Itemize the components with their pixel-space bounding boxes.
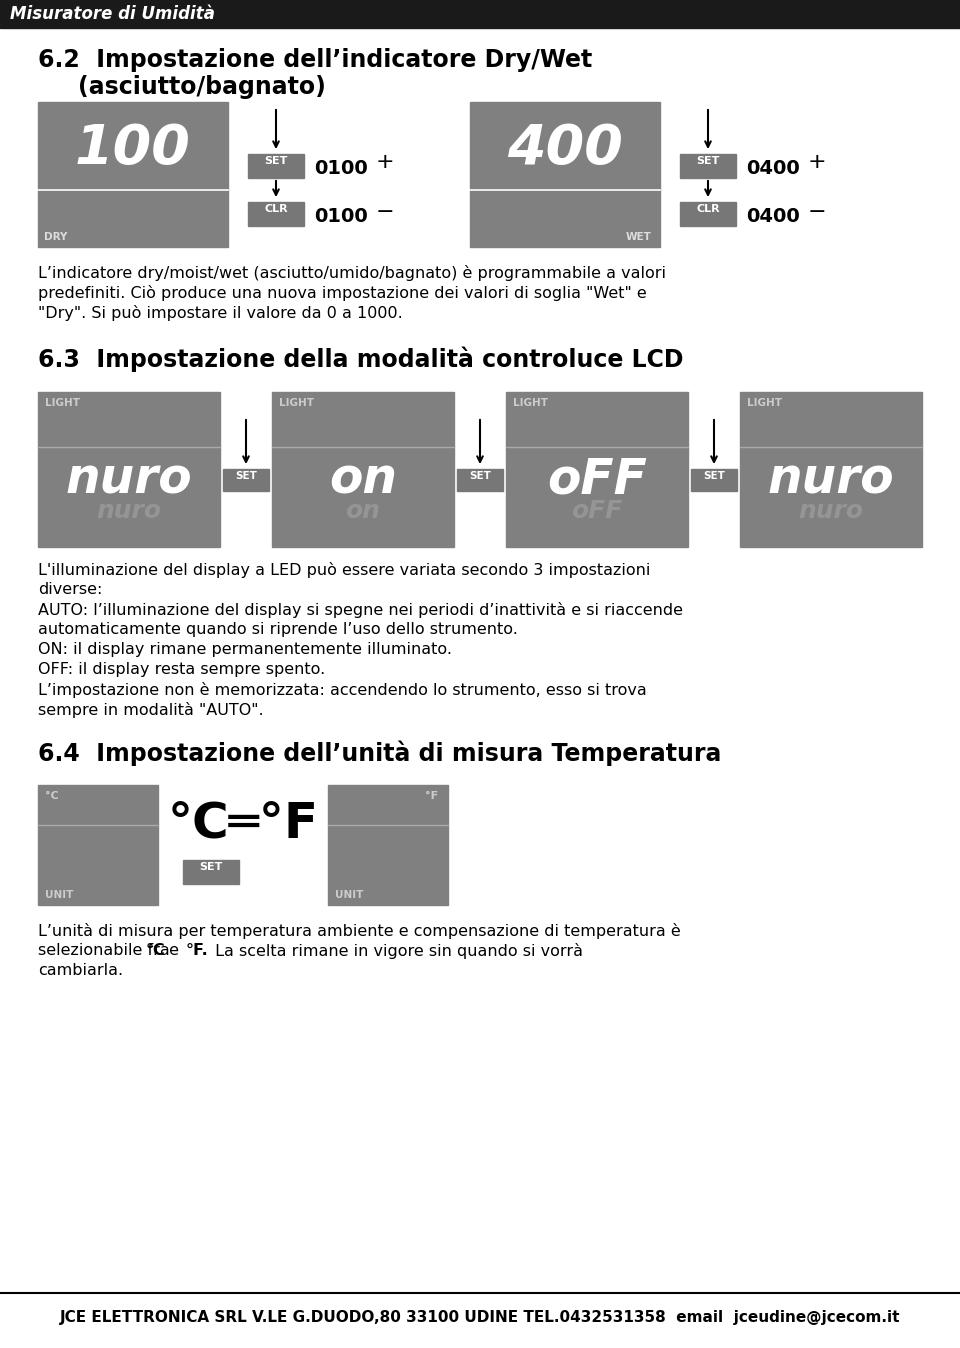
Bar: [680, 154, 736, 178]
Text: +: +: [376, 152, 395, 173]
Text: nuro: nuro: [799, 499, 863, 523]
Bar: [680, 202, 736, 226]
Text: 100: 100: [75, 123, 191, 177]
Text: 6.2  Impostazione dell’indicatore Dry/Wet: 6.2 Impostazione dell’indicatore Dry/Wet: [38, 49, 592, 71]
Text: nuro: nuro: [65, 456, 192, 503]
Bar: [328, 785, 448, 905]
Text: °F.: °F.: [186, 944, 208, 958]
Text: SET: SET: [264, 156, 288, 166]
Text: L'illuminazione del display a LED può essere variata secondo 3 impostazioni: L'illuminazione del display a LED può es…: [38, 562, 650, 578]
Text: UNIT: UNIT: [335, 890, 364, 900]
Text: LIGHT: LIGHT: [747, 398, 782, 408]
Text: −: −: [376, 202, 395, 222]
Text: predefiniti. Ciò produce una nuova impostazione dei valori di soglia "Wet" e: predefiniti. Ciò produce una nuova impos…: [38, 284, 647, 301]
Text: 6.3  Impostazione della modalità controluce LCD: 6.3 Impostazione della modalità controlu…: [38, 346, 684, 372]
Text: OFF: il display resta sempre spento.: OFF: il display resta sempre spento.: [38, 662, 325, 677]
Text: selezionabile fra: selezionabile fra: [38, 944, 175, 958]
Bar: [248, 154, 304, 178]
Text: 0400: 0400: [746, 159, 800, 178]
Text: UNIT: UNIT: [45, 890, 73, 900]
Text: °C═°F: °C═°F: [168, 799, 319, 848]
Bar: [223, 469, 269, 491]
Text: (asciutto/bagnato): (asciutto/bagnato): [78, 75, 325, 98]
Bar: [272, 392, 454, 547]
Bar: [0, 0, 960, 28]
Bar: [470, 102, 660, 247]
Text: SET: SET: [696, 156, 720, 166]
Text: L’unità di misura per temperatura ambiente e compensazione di temperatura è: L’unità di misura per temperatura ambien…: [38, 923, 681, 940]
Text: LIGHT: LIGHT: [279, 398, 314, 408]
Text: LIGHT: LIGHT: [513, 398, 548, 408]
Text: SET: SET: [469, 470, 491, 481]
Bar: [691, 469, 737, 491]
Text: CLR: CLR: [264, 204, 288, 214]
Text: °C: °C: [45, 791, 59, 801]
Text: automaticamente quando si riprende l’uso dello strumento.: automaticamente quando si riprende l’uso…: [38, 621, 517, 638]
Text: L’indicatore dry/moist/wet (asciutto/umido/bagnato) è programmabile a valori: L’indicatore dry/moist/wet (asciutto/umi…: [38, 266, 666, 280]
Text: SET: SET: [200, 861, 223, 872]
Text: WET: WET: [626, 232, 652, 243]
Text: on: on: [329, 456, 397, 503]
Text: 0100: 0100: [314, 159, 368, 178]
Text: JCE ELETTRONICA SRL V.LE G.DUODO,80 33100 UDINE TEL.0432531358  email  jceudine@: JCE ELETTRONICA SRL V.LE G.DUODO,80 3310…: [60, 1310, 900, 1325]
Text: e: e: [164, 944, 184, 958]
Text: on: on: [346, 499, 380, 523]
Bar: [248, 202, 304, 226]
Text: +: +: [808, 152, 827, 173]
Text: −: −: [808, 202, 827, 222]
Bar: [457, 469, 503, 491]
Text: LIGHT: LIGHT: [45, 398, 80, 408]
Text: DRY: DRY: [44, 232, 67, 243]
Text: SET: SET: [235, 470, 257, 481]
Bar: [38, 785, 158, 905]
Text: ON: il display rimane permanentemente illuminato.: ON: il display rimane permanentemente il…: [38, 642, 452, 656]
Text: nuro: nuro: [768, 456, 895, 503]
Text: oFF: oFF: [547, 456, 647, 503]
Text: sempre in modalità "AUTO".: sempre in modalità "AUTO".: [38, 702, 264, 718]
Text: diverse:: diverse:: [38, 582, 103, 597]
Text: Misuratore di Umidità: Misuratore di Umidità: [10, 5, 215, 23]
Text: 0100: 0100: [314, 208, 368, 226]
Text: oFF: oFF: [571, 499, 623, 523]
Bar: [506, 392, 688, 547]
Text: L’impostazione non è memorizzata: accendendo lo strumento, esso si trova: L’impostazione non è memorizzata: accend…: [38, 682, 647, 698]
Text: "Dry". Si può impostare il valore da 0 a 1000.: "Dry". Si può impostare il valore da 0 a…: [38, 305, 403, 321]
Bar: [740, 392, 922, 547]
Text: La scelta rimane in vigore sin quando si vorrà: La scelta rimane in vigore sin quando si…: [210, 944, 583, 958]
Text: °C: °C: [146, 944, 166, 958]
Text: 6.4  Impostazione dell’unità di misura Temperatura: 6.4 Impostazione dell’unità di misura Te…: [38, 740, 721, 766]
Text: SET: SET: [703, 470, 725, 481]
Bar: [38, 392, 220, 547]
Text: °F: °F: [425, 791, 438, 801]
Text: nuro: nuro: [97, 499, 161, 523]
Bar: [183, 860, 239, 884]
Text: AUTO: l’illuminazione del display si spegne nei periodi d’inattività e si riacce: AUTO: l’illuminazione del display si spe…: [38, 603, 683, 617]
Text: cambiarla.: cambiarla.: [38, 962, 123, 979]
Bar: [38, 102, 228, 247]
Text: 400: 400: [507, 123, 623, 177]
Text: CLR: CLR: [696, 204, 720, 214]
Text: 0400: 0400: [746, 208, 800, 226]
